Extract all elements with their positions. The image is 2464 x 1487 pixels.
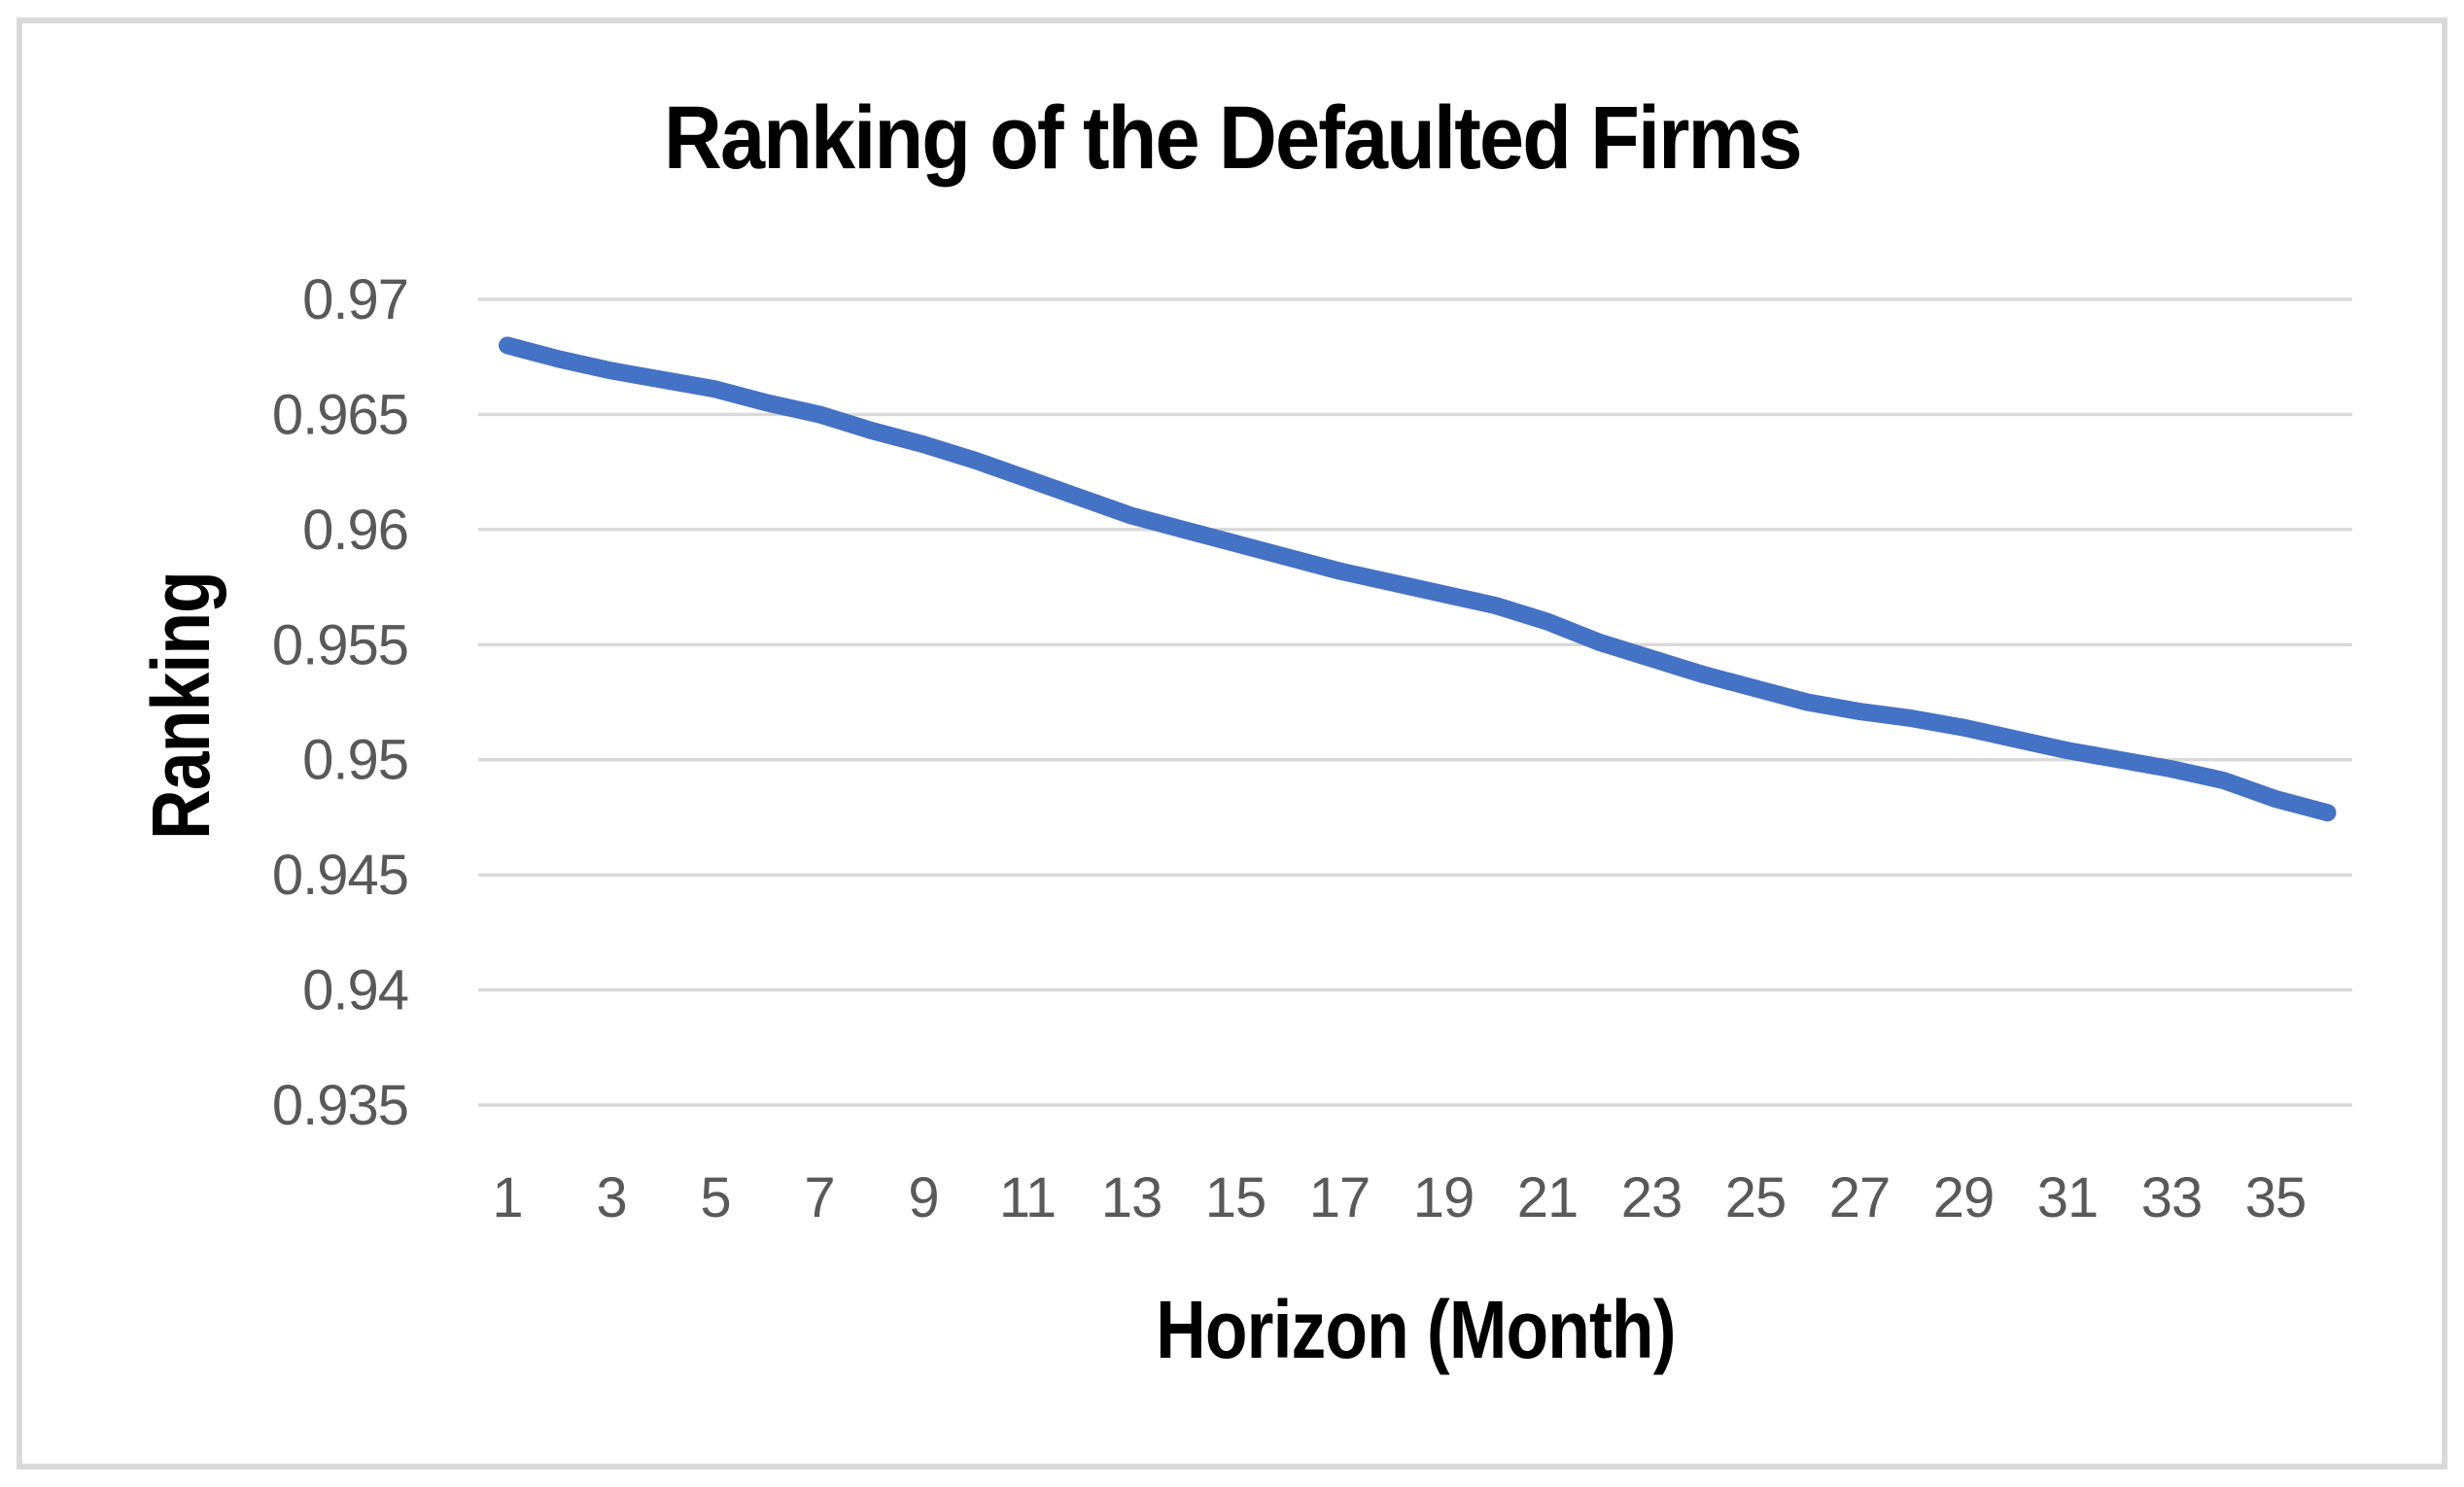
x-tick-label: 23 [1621,1166,1683,1229]
y-axis-tick-labels: 0.97 0.965 0.96 0.955 0.95 0.945 0.94 0.935 [272,268,409,1137]
x-tick-label: 25 [1725,1166,1787,1229]
x-axis-title: Horizon (Month) [478,1289,2352,1370]
x-tick-label: 7 [804,1166,834,1229]
y-tick-label: 0.945 [272,844,408,907]
x-tick-label: 9 [908,1166,938,1229]
gridlines [478,297,2352,1107]
x-tick-label: 13 [1101,1166,1163,1229]
x-tick-label: 29 [1933,1166,1995,1229]
y-tick-label: 0.935 [272,1074,408,1137]
y-tick-label: 0.955 [272,613,408,676]
x-tick-label: 27 [1829,1166,1891,1229]
x-axis-tick-labels: 1 3 5 7 9 11 13 15 17 19 21 23 25 27 29 31 33 35 [492,1166,2307,1229]
x-tick-label: 21 [1517,1166,1579,1229]
y-tick-label: 0.965 [272,383,408,446]
x-tick-label: 15 [1205,1166,1267,1229]
x-tick-label: 1 [492,1166,522,1229]
x-tick-label: 3 [596,1166,626,1229]
x-tick-label: 31 [2037,1166,2099,1229]
y-tick-label: 0.95 [302,729,408,792]
ranking-series-line [499,336,2337,822]
y-axis-title-text: Ranking [135,571,226,840]
chart-title: Ranking of the Defaulted Firms [0,93,2464,183]
x-tick-label: 11 [999,1166,1056,1229]
x-tick-label: 5 [700,1166,730,1229]
chart-title-text: Ranking of the Defaulted Firms [663,88,1803,188]
x-tick-label: 33 [2141,1166,2203,1229]
x-tick-label: 17 [1309,1166,1371,1229]
y-tick-label: 0.96 [302,499,408,562]
y-tick-label: 0.97 [302,268,408,331]
x-tick-label: 35 [2245,1166,2307,1229]
x-tick-label: 19 [1413,1166,1475,1229]
x-axis-title-text: Horizon (Month) [1155,1284,1676,1375]
y-tick-label: 0.94 [302,959,408,1022]
